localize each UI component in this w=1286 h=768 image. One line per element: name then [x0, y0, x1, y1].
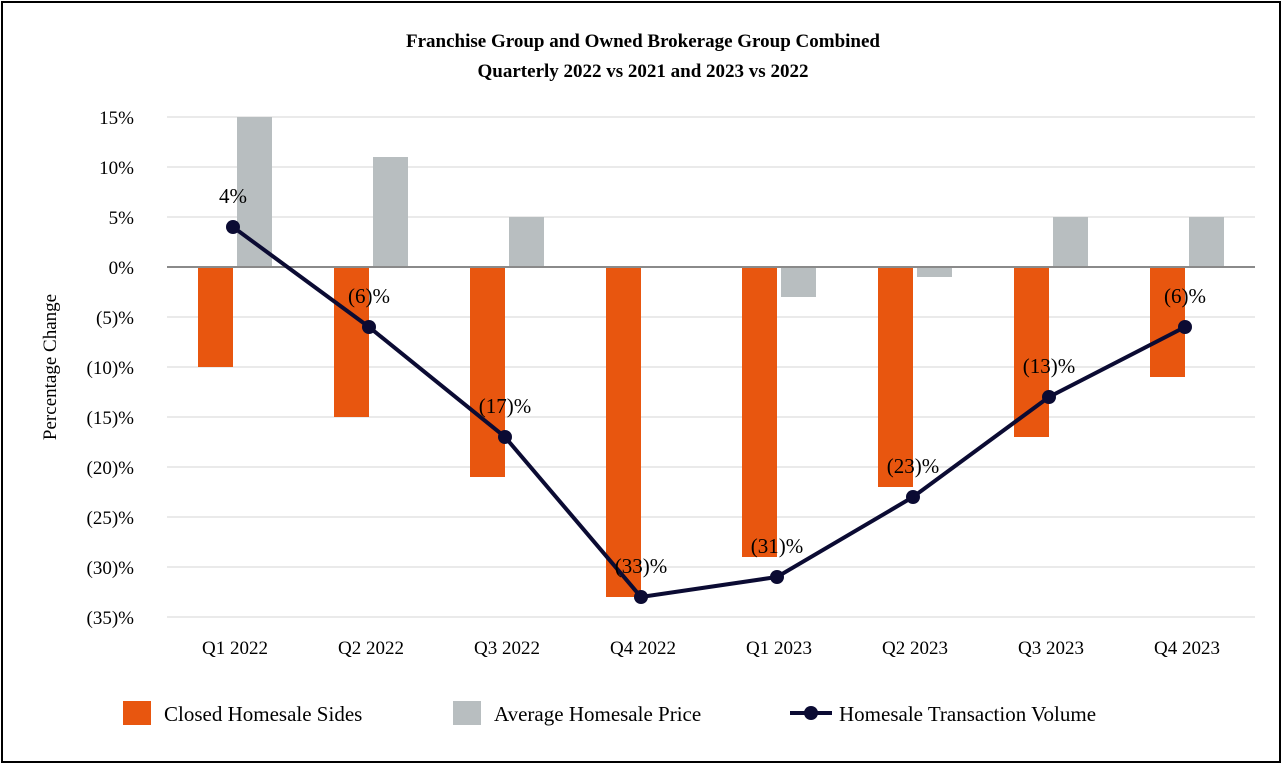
line-point: [362, 320, 376, 334]
bar-closed-homesale-sides: [878, 267, 913, 487]
bar-closed-homesale-sides: [198, 267, 233, 367]
chart-subtitle: Quarterly 2022 vs 2021 and 2023 vs 2022: [478, 61, 809, 82]
x-tick-label: Q2 2023: [882, 638, 948, 659]
x-tick-label: Q3 2023: [1018, 638, 1084, 659]
y-tick-label: (5)%: [96, 308, 134, 329]
y-tick-label: (20)%: [87, 458, 135, 479]
x-tick-label: Q4 2023: [1154, 638, 1220, 659]
bar-closed-homesale-sides: [470, 267, 505, 477]
line-point: [226, 220, 240, 234]
y-tick-label: 10%: [99, 158, 134, 179]
data-label: (33)%: [615, 554, 667, 578]
data-label: (23)%: [887, 454, 939, 478]
legend-label: Closed Homesale Sides: [164, 702, 362, 726]
bar-average-homesale-price: [1189, 217, 1224, 267]
bar-average-homesale-price: [373, 157, 408, 267]
bar-average-homesale-price: [917, 267, 952, 277]
line-point: [498, 430, 512, 444]
y-tick-label: 0%: [109, 258, 135, 279]
y-tick-label: (15)%: [87, 408, 135, 429]
data-label: (17)%: [479, 394, 531, 418]
x-tick-label: Q3 2022: [474, 638, 540, 659]
data-label: (13)%: [1023, 354, 1075, 378]
legend-label: Average Homesale Price: [494, 702, 701, 726]
bar-closed-homesale-sides: [606, 267, 641, 597]
bar-average-homesale-price: [1053, 217, 1088, 267]
line-homesale-transaction-volume: [231, 225, 1186, 600]
y-tick-label: 5%: [109, 208, 135, 229]
bar-closed-homesale-sides: [334, 267, 369, 417]
legend-label: Homesale Transaction Volume: [839, 702, 1096, 726]
data-label: (6)%: [1164, 284, 1206, 308]
chart-title: Franchise Group and Owned Brokerage Grou…: [406, 31, 880, 52]
bar-average-homesale-price: [509, 217, 544, 267]
x-tick-label: Q1 2023: [746, 638, 812, 659]
y-tick-label: 15%: [99, 108, 134, 129]
data-label: (31)%: [751, 534, 803, 558]
legend-marker: [804, 706, 818, 720]
x-tick-label: Q1 2022: [202, 638, 268, 659]
line-point: [1042, 390, 1056, 404]
bar-closed-homesale-sides: [1150, 267, 1185, 377]
bar-average-homesale-price: [781, 267, 816, 297]
y-tick-label: (10)%: [87, 358, 135, 379]
line-point: [906, 490, 920, 504]
legend-swatch-average-homesale-price: [453, 701, 481, 725]
bar-closed-homesale-sides: [742, 267, 777, 557]
line-point: [1178, 320, 1192, 334]
line-point: [770, 570, 784, 584]
line-point: [634, 590, 648, 604]
y-tick-label: (35)%: [87, 608, 135, 629]
data-label: 4%: [219, 184, 247, 208]
x-tick-label: Q2 2022: [338, 638, 404, 659]
x-tick-label: Q4 2022: [610, 638, 676, 659]
y-tick-label: (25)%: [87, 508, 135, 529]
y-axis-label: Percentage Change: [40, 294, 61, 440]
data-label: (6)%: [348, 284, 390, 308]
y-tick-label: (30)%: [87, 558, 135, 579]
legend-swatch-closed-homesale-sides: [123, 701, 151, 725]
